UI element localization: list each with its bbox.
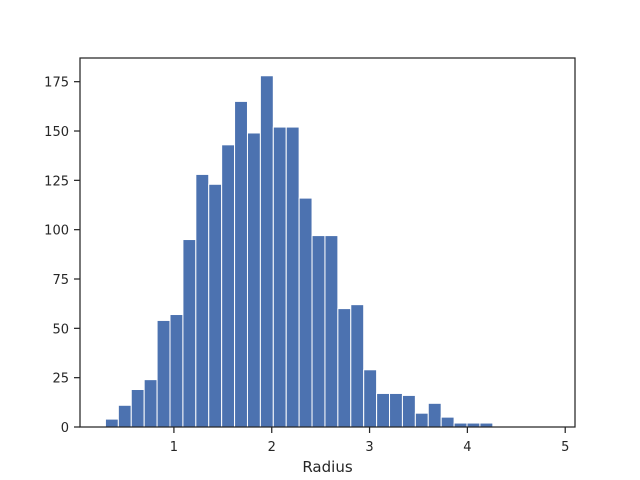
y-tick-label: 50	[52, 322, 69, 337]
histogram-bar	[130, 389, 145, 428]
histogram-bar	[104, 418, 119, 428]
x-tick-label: 5	[561, 440, 569, 455]
histogram-bar	[272, 126, 287, 428]
x-tick-label: 1	[170, 440, 178, 455]
histogram-bar	[169, 314, 184, 428]
histogram-bar	[298, 197, 313, 428]
x-axis-label: Radius	[302, 458, 352, 476]
y-tick-label: 0	[61, 421, 69, 436]
y-tick-label: 100	[44, 224, 69, 239]
histogram-bar	[259, 75, 274, 428]
histogram-bar	[337, 308, 352, 428]
histogram-bar	[440, 416, 455, 428]
histogram-bar	[350, 304, 365, 428]
histogram-bar	[311, 235, 326, 428]
y-tick-label: 175	[44, 76, 69, 91]
y-axis-ticks: 0 25 50 75 100 125 150 175	[44, 76, 80, 436]
y-tick-label: 125	[44, 174, 69, 189]
y-tick-label: 75	[52, 273, 69, 288]
bars-group	[104, 75, 494, 428]
x-tick-label: 2	[268, 440, 276, 455]
x-axis-ticks: 1 2 3 4 5	[170, 427, 569, 455]
histogram-bar	[182, 239, 197, 428]
histogram-bar	[246, 132, 261, 428]
histogram-bar	[363, 369, 378, 428]
histogram-bar	[414, 412, 429, 428]
x-tick-label: 3	[365, 440, 373, 455]
y-tick-label: 150	[44, 125, 69, 140]
histogram-bar	[117, 404, 132, 428]
histogram-bar	[401, 394, 416, 428]
histogram-bar	[427, 402, 442, 428]
histogram-bar	[324, 235, 339, 428]
histogram-bar	[195, 173, 210, 428]
histogram-bar	[208, 183, 223, 428]
histogram-bar	[156, 319, 171, 428]
histogram-bar	[221, 144, 236, 428]
histogram-bar	[285, 126, 300, 428]
histogram-bar	[143, 379, 158, 428]
histogram-bar	[376, 392, 391, 428]
histogram-bar	[234, 100, 248, 428]
x-tick-label: 4	[463, 440, 471, 455]
y-tick-label: 25	[52, 372, 69, 387]
histogram-bar	[389, 392, 403, 428]
plot-frame	[79, 57, 576, 428]
